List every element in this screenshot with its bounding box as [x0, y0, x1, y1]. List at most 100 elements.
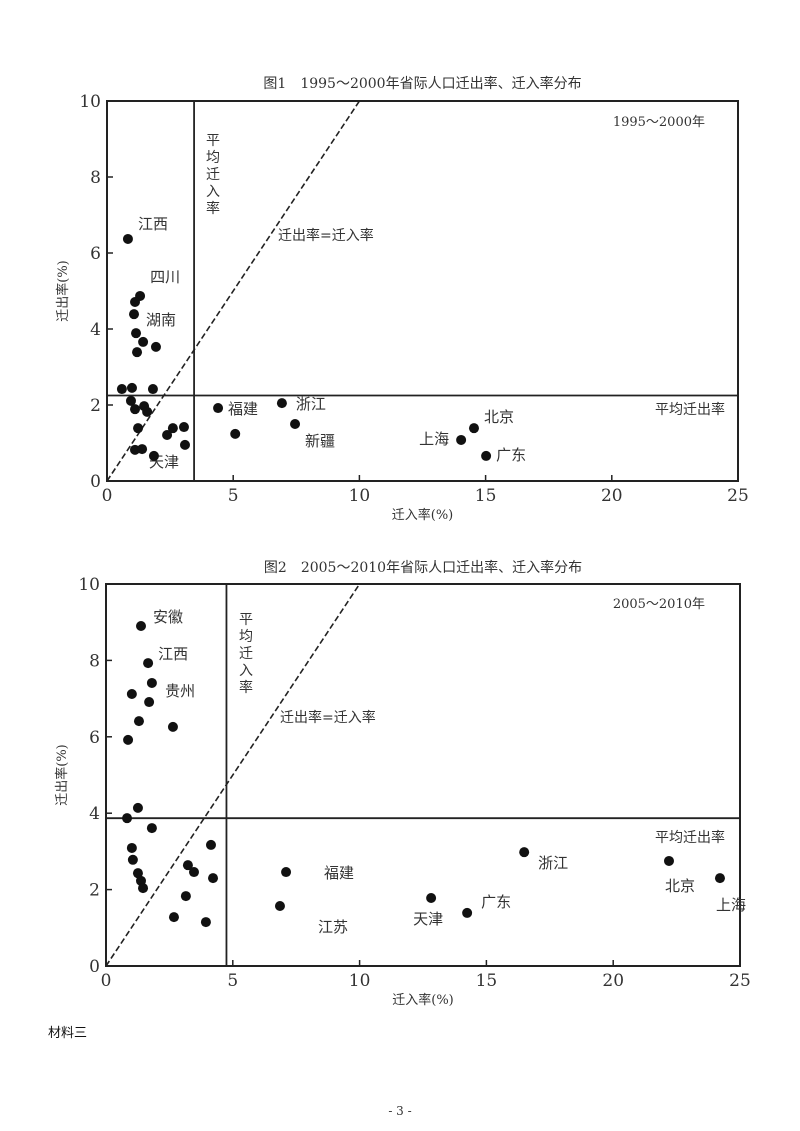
province-label: 新疆 — [305, 432, 335, 450]
y-axis-label: 迁出率(%) — [54, 744, 70, 806]
data-point — [274, 901, 285, 912]
x-tick-label: 0 — [102, 486, 113, 506]
data-point — [129, 309, 140, 320]
data-point — [125, 395, 136, 406]
data-point — [126, 382, 137, 393]
province-label: 北京 — [665, 877, 695, 895]
data-point — [426, 893, 437, 904]
data-point — [122, 233, 133, 244]
avg-in-rate-label: 均 — [206, 150, 220, 166]
data-point — [138, 336, 149, 347]
avg-in-rate-label: 迁 — [239, 646, 253, 662]
chart-title: 图2 2005～2010年省际人口迁出率、迁入率分布 — [264, 559, 582, 576]
province-label: 浙江 — [296, 395, 326, 413]
province-label: 福建 — [228, 400, 258, 418]
data-point — [150, 341, 161, 352]
province-label: 北京 — [484, 408, 514, 426]
x-tick-label: 10 — [349, 971, 371, 991]
province-label: 上海 — [716, 896, 746, 914]
x-axis-label: 迁入率(%) — [392, 507, 454, 523]
x-tick-label: 25 — [729, 971, 751, 991]
province-label: 贵州 — [165, 682, 195, 700]
data-point — [133, 423, 144, 434]
plot-frame — [106, 100, 739, 482]
data-point — [144, 697, 155, 708]
data-point — [179, 439, 190, 450]
chart-title: 图1 1995～2000年省际人口迁出率、迁入率分布 — [263, 75, 581, 92]
avg-in-rate-label: 入 — [239, 663, 253, 679]
province-label: 江西 — [138, 215, 168, 233]
x-tick-label: 20 — [601, 486, 623, 506]
data-point — [180, 891, 191, 902]
data-point — [456, 434, 467, 445]
y-tick-label: 8 — [90, 168, 101, 188]
x-tick-label: 10 — [349, 486, 371, 506]
avg-out-rate-label: 平均迁出率 — [655, 401, 725, 418]
data-point — [146, 823, 157, 834]
avg-in-rate-label: 均 — [239, 629, 253, 645]
avg-in-rate-label: 平 — [206, 133, 220, 149]
data-point — [132, 347, 143, 358]
y-tick-label: 8 — [89, 651, 100, 671]
data-point — [138, 883, 149, 894]
data-point — [200, 917, 211, 928]
data-point — [168, 912, 179, 923]
data-point — [714, 873, 725, 884]
data-point — [663, 855, 674, 866]
data-point — [122, 813, 133, 824]
data-point — [142, 406, 153, 417]
province-label: 福建 — [324, 864, 354, 882]
page-number: - 3 - — [388, 1104, 412, 1118]
avg-in-rate-label: 入 — [206, 184, 220, 200]
chart-group: 图1 1995～2000年省际人口迁出率、迁入率分布 1995～2000年 0 5 10… — [55, 75, 749, 523]
y-tick-label: 2 — [90, 396, 101, 416]
data-point — [178, 422, 189, 433]
y-tick-label: 4 — [89, 804, 100, 824]
data-point — [213, 403, 224, 414]
data-point — [127, 854, 138, 865]
data-point — [135, 621, 146, 632]
data-point — [167, 423, 178, 434]
data-point — [167, 721, 178, 732]
data-point — [137, 444, 148, 455]
equal-rate-diagonal — [105, 583, 361, 967]
x-tick-label: 15 — [475, 486, 497, 506]
chart-1-scatter: 图1 1995～2000年省际人口迁出率、迁入率分布 1995～2000年 0 5 10… — [55, 75, 749, 523]
period-label: 1995～2000年 — [613, 115, 705, 130]
y-tick-label: 2 — [89, 881, 100, 901]
y-tick-label: 0 — [89, 957, 100, 977]
x-tick-label: 5 — [228, 486, 239, 506]
x-tick-label: 0 — [101, 971, 112, 991]
y-tick-label: 10 — [78, 575, 100, 595]
data-point — [143, 658, 154, 669]
data-point — [162, 430, 173, 441]
data-point — [276, 398, 287, 409]
period-label: 2005～2010年 — [613, 597, 705, 612]
y-tick-label: 6 — [90, 244, 101, 264]
equal-rate-diagonal — [106, 100, 361, 482]
data-point — [188, 867, 199, 878]
data-point — [281, 867, 292, 878]
data-point — [131, 328, 142, 339]
data-point — [519, 847, 530, 858]
y-axis-label: 迁出率(%) — [55, 260, 71, 322]
y-tick-label: 4 — [90, 320, 101, 340]
data-point — [130, 404, 141, 415]
province-label: 江西 — [158, 645, 188, 663]
province-label: 江苏 — [318, 918, 348, 936]
y-tick-label: 6 — [89, 728, 100, 748]
x-axis-label: 迁入率(%) — [392, 992, 454, 1008]
province-label: 浙江 — [538, 854, 568, 872]
y-tick-label: 10 — [79, 92, 101, 112]
data-point — [130, 297, 141, 308]
province-label: 上海 — [419, 430, 449, 448]
x-tick-label: 5 — [227, 971, 238, 991]
province-label: 天津 — [413, 910, 443, 928]
data-point — [147, 384, 158, 395]
province-label: 湖南 — [146, 311, 176, 329]
avg-in-rate-label: 率 — [206, 200, 220, 217]
data-point — [208, 873, 219, 884]
data-point — [123, 734, 134, 745]
avg-in-rate-label: 迁 — [206, 167, 220, 183]
